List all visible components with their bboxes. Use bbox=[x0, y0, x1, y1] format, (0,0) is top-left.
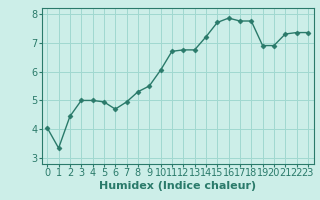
X-axis label: Humidex (Indice chaleur): Humidex (Indice chaleur) bbox=[99, 181, 256, 191]
